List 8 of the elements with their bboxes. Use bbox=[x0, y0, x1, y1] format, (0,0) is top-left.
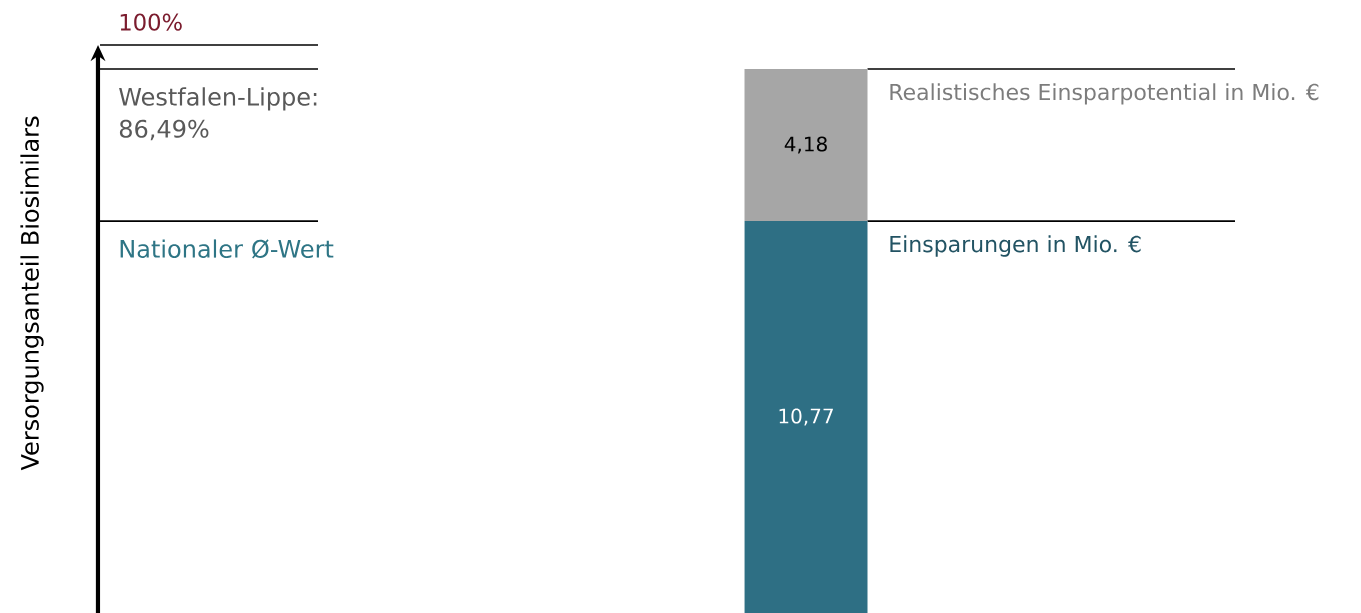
series-label: Realistisches Einsparpotential in Mio. € bbox=[890, 83, 1319, 105]
text: Versorgungsanteil Biosimilars bbox=[20, 116, 44, 471]
text: 100% bbox=[120, 13, 182, 31]
series-label: Einsparungen in Mio. € bbox=[890, 235, 1141, 257]
data-label: 10,77 bbox=[779, 408, 833, 426]
text: Nationaler Ø-Wert bbox=[120, 239, 334, 259]
text: Westfalen-Lippe: 86,49% bbox=[119, 87, 317, 141]
data-label: 4,18 bbox=[784, 136, 827, 154]
